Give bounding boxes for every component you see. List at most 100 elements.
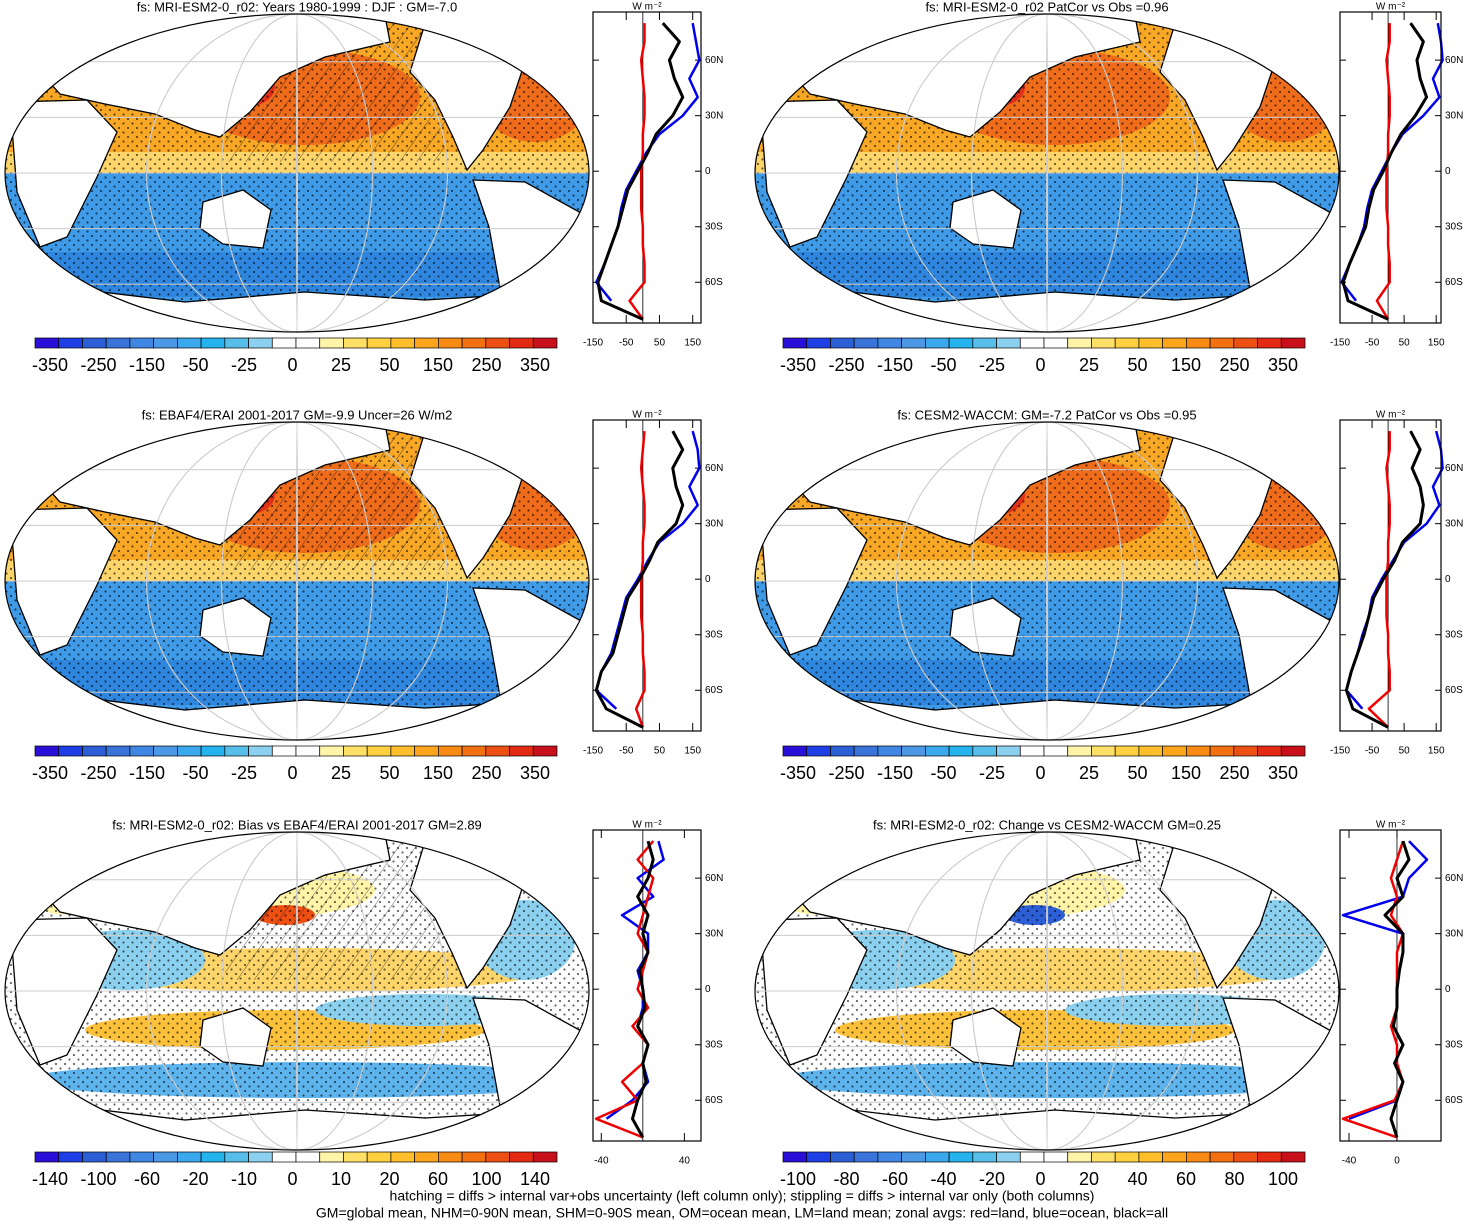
footer-note: GM=global mean, NHM=0-90N mean, SHM=0-90… xyxy=(316,1205,1168,1221)
land xyxy=(199,597,272,657)
x-tick-label: 150 xyxy=(1428,746,1445,757)
colorbar-swatch xyxy=(414,337,439,349)
colorbar-swatch xyxy=(343,337,368,349)
colorbar-swatch xyxy=(366,1151,392,1163)
colorbar-swatch xyxy=(1114,1151,1140,1163)
zonal-line xyxy=(1345,430,1444,710)
zonal-frame xyxy=(592,11,702,324)
colorbar-label: 0 xyxy=(287,355,297,375)
colorbar-swatch xyxy=(343,745,368,757)
colorbar-swatch xyxy=(925,745,950,757)
colorbar-label: -60 xyxy=(882,1169,908,1189)
colorbar-swatch xyxy=(485,1151,510,1163)
colorbar-label: 60 xyxy=(1176,1169,1196,1189)
colorbar-swatch xyxy=(1162,1151,1187,1163)
x-tick-label: -50 xyxy=(1365,746,1380,757)
colorbar-swatch xyxy=(1209,337,1235,349)
colorbar-label: -50 xyxy=(182,355,208,375)
colorbar-swatch xyxy=(509,337,534,349)
map xyxy=(4,421,590,741)
graticule xyxy=(971,832,1123,1150)
colorbar-swatch xyxy=(1162,745,1187,757)
y-tick-label: 30S xyxy=(1445,629,1463,640)
y-tick-label: 60N xyxy=(1445,873,1463,884)
colorbar-swatch xyxy=(153,745,178,757)
colorbar-label: -350 xyxy=(780,355,816,375)
colorbar-swatch xyxy=(271,337,297,349)
colorbar-label: 50 xyxy=(379,763,399,783)
map-border xyxy=(4,831,590,1151)
colorbar-swatch xyxy=(1091,337,1116,349)
y-tick-label: 30S xyxy=(705,1039,723,1050)
zonal-frame xyxy=(592,829,702,1142)
graticule xyxy=(896,14,1198,332)
colorbar-label: 25 xyxy=(1079,355,1099,375)
colorbar-label: -25 xyxy=(979,355,1005,375)
colorbar-swatch xyxy=(1091,1151,1116,1163)
x-tick-label: -50 xyxy=(1365,338,1380,349)
colorbar-swatch xyxy=(82,1151,107,1163)
y-tick-label: 60S xyxy=(1445,277,1463,288)
colorbar-swatch xyxy=(509,1151,534,1163)
map-border xyxy=(754,831,1340,1151)
graticule xyxy=(146,422,448,740)
x-tick-label: -150 xyxy=(1330,338,1350,349)
x-tick-label: -40 xyxy=(1342,1156,1357,1167)
colorbar-swatch xyxy=(485,745,510,757)
colorbar-label: 250 xyxy=(471,763,501,783)
colorbar-label: -250 xyxy=(828,763,864,783)
colorbar-label: -350 xyxy=(32,355,68,375)
colorbar-swatch xyxy=(806,745,831,757)
colorbar-swatch xyxy=(224,745,249,757)
colorbar-swatch xyxy=(414,1151,439,1163)
y-tick-label: 60S xyxy=(705,277,723,288)
colorbar-label: 0 xyxy=(287,1169,297,1189)
colorbar-label: 20 xyxy=(379,1169,399,1189)
colorbar-label: 80 xyxy=(1224,1169,1244,1189)
map xyxy=(4,831,590,1151)
colorbar-swatch xyxy=(1280,337,1306,349)
colorbar-swatch xyxy=(390,337,415,349)
map-field xyxy=(755,422,1339,740)
colorbar-swatch xyxy=(1138,745,1163,757)
colorbar-swatch xyxy=(1019,745,1045,757)
y-tick-label: 30N xyxy=(705,518,723,529)
colorbar-swatch xyxy=(1233,337,1258,349)
x-tick-label: 50 xyxy=(1399,746,1411,757)
colorbar-swatch xyxy=(129,745,154,757)
y-tick-label: 30N xyxy=(1445,110,1463,121)
colorbar-label: -250 xyxy=(80,763,116,783)
zonal-line xyxy=(594,430,685,729)
colorbar-swatch xyxy=(295,745,321,757)
colorbar-swatch xyxy=(877,745,902,757)
colorbar-swatch xyxy=(224,1151,249,1163)
colorbar-label: 350 xyxy=(1268,355,1298,375)
colorbar-label: -25 xyxy=(979,763,1005,783)
colorbar-swatch xyxy=(782,337,808,349)
colorbar-label: -350 xyxy=(780,763,816,783)
map-field xyxy=(5,422,589,740)
zonal-line xyxy=(596,22,685,321)
x-tick-label: 50 xyxy=(654,746,666,757)
colorbar-label: 100 xyxy=(471,1169,501,1189)
colorbar-swatch xyxy=(972,337,997,349)
graticule xyxy=(971,14,1123,332)
unit-label: W m⁻² xyxy=(1376,820,1406,831)
colorbar-label: -250 xyxy=(80,355,116,375)
panel-title: fs: EBAF4/ERAI 2001-2017 GM=-9.9 Uncer=2… xyxy=(142,407,453,422)
y-tick-label: 30N xyxy=(705,110,723,121)
map-field xyxy=(755,14,1339,332)
x-tick-label: -40 xyxy=(594,1156,609,1167)
colorbar-swatch xyxy=(1186,337,1211,349)
colorbar-swatch xyxy=(532,337,558,349)
colorbar-swatch xyxy=(390,745,415,757)
map-field xyxy=(5,832,589,1150)
y-tick-label: 60N xyxy=(1445,463,1463,474)
colorbar-swatch xyxy=(224,337,249,349)
x-tick-label: -50 xyxy=(619,338,634,349)
x-tick-label: 0 xyxy=(1394,1156,1400,1167)
colorbar-swatch xyxy=(830,337,855,349)
colorbar-swatch xyxy=(1114,337,1140,349)
land xyxy=(199,1007,272,1067)
colorbar-label: 50 xyxy=(379,355,399,375)
